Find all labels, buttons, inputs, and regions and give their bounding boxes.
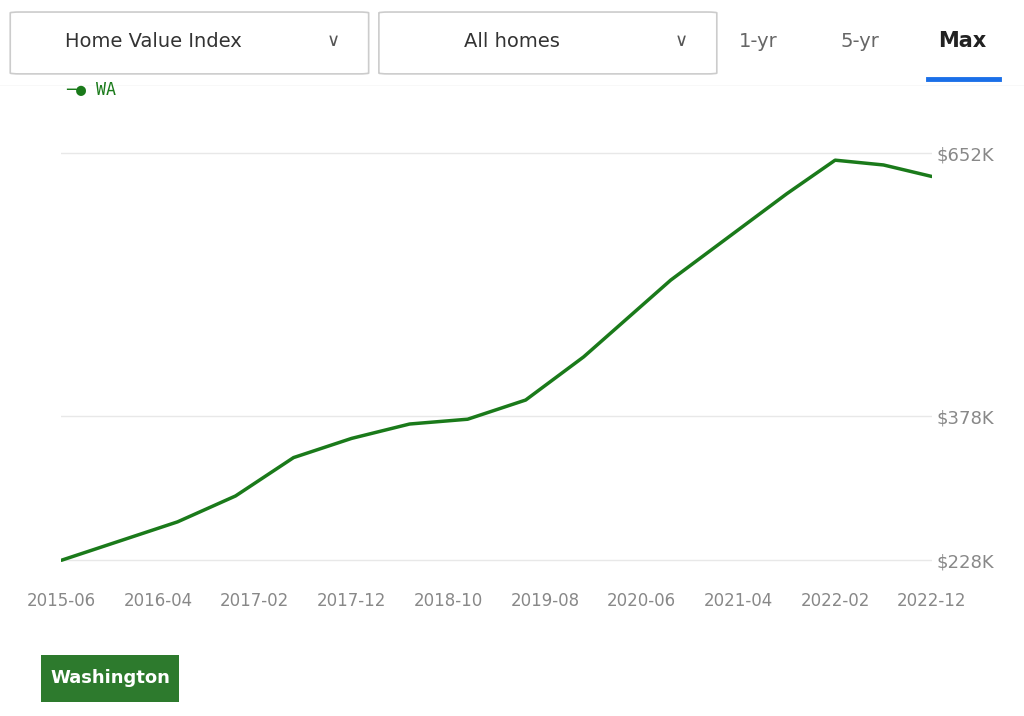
Text: 1-yr: 1-yr (738, 32, 777, 51)
Text: Washington: Washington (50, 669, 170, 687)
FancyBboxPatch shape (10, 12, 369, 74)
Text: 5-yr: 5-yr (841, 32, 880, 51)
Text: Home Value Index: Home Value Index (66, 32, 242, 51)
Text: ∨: ∨ (327, 32, 339, 50)
Text: ─● WA: ─● WA (67, 80, 117, 99)
Text: Max: Max (938, 32, 987, 52)
FancyBboxPatch shape (379, 12, 717, 74)
Text: ∨: ∨ (675, 32, 687, 50)
Text: All homes: All homes (464, 32, 560, 51)
FancyBboxPatch shape (34, 653, 186, 704)
